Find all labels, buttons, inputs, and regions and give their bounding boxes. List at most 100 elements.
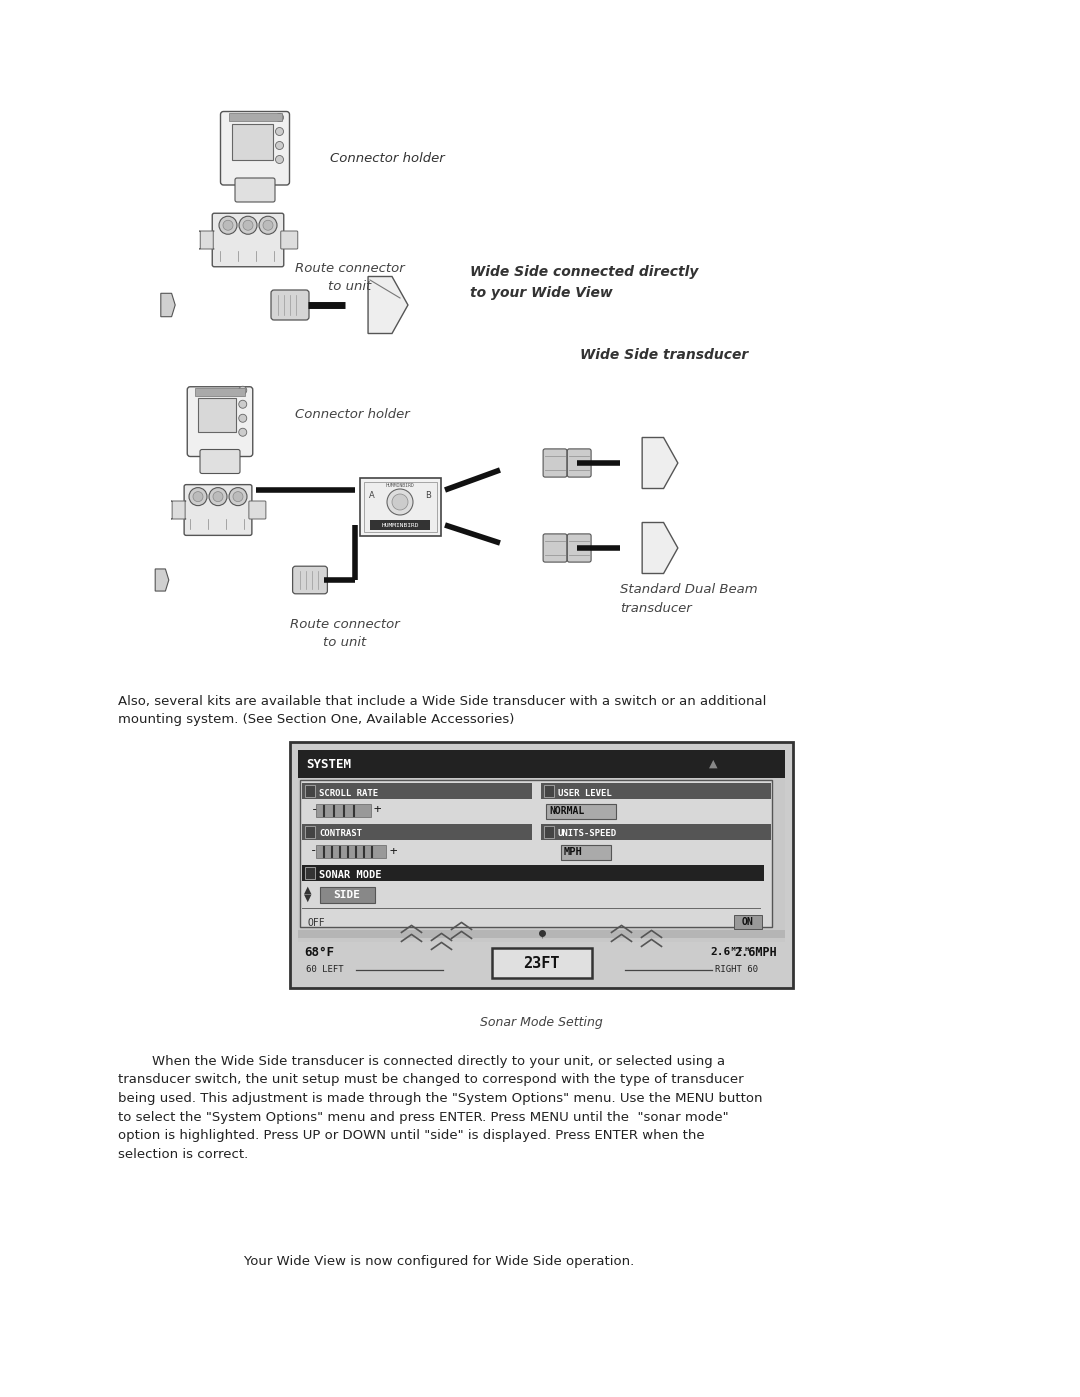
Text: ON: ON [742,916,754,928]
Text: SYSTEM: SYSTEM [306,757,351,771]
Circle shape [259,217,276,235]
Bar [195,388,245,395]
Bar [305,826,315,838]
Text: 68°F: 68°F [303,946,334,958]
Text: MPH: MPH [564,847,583,856]
Circle shape [213,492,222,502]
Bar [370,520,430,531]
Circle shape [239,401,246,408]
Polygon shape [643,522,678,574]
FancyBboxPatch shape [184,485,252,535]
FancyBboxPatch shape [171,502,186,520]
Bar [300,780,772,928]
Polygon shape [368,277,408,334]
Circle shape [275,141,283,149]
Bar [541,782,771,799]
Bar [229,113,282,120]
Bar [561,845,611,861]
Bar [305,868,315,879]
Bar [320,887,375,902]
Polygon shape [161,293,175,317]
Text: HUMMINBIRD: HUMMINBIRD [386,483,415,488]
Text: Wide Side transducer: Wide Side transducer [580,348,748,362]
Bar [298,750,785,778]
FancyBboxPatch shape [213,214,284,267]
Circle shape [222,221,233,231]
Text: 60 LEFT: 60 LEFT [306,965,343,975]
Circle shape [210,488,227,506]
FancyBboxPatch shape [199,231,214,249]
Text: SCROLL RATE: SCROLL RATE [319,788,378,798]
FancyBboxPatch shape [235,177,275,203]
Text: B: B [426,490,431,500]
Bar [316,845,386,858]
Circle shape [275,127,283,136]
FancyBboxPatch shape [567,448,591,478]
Bar [305,785,315,798]
FancyBboxPatch shape [220,112,289,184]
Bar [734,915,762,929]
Bar [298,930,785,937]
Circle shape [387,489,413,515]
Bar [541,824,771,840]
Text: SONAR MODE: SONAR MODE [319,870,381,880]
Text: +: + [390,845,397,858]
Text: 23FT: 23FT [523,956,559,971]
Text: Connector holder: Connector holder [330,151,445,165]
Circle shape [275,155,283,163]
Bar [302,782,532,799]
Text: Connector holder: Connector holder [295,408,409,422]
Text: A: A [369,490,375,500]
Circle shape [239,386,246,394]
Text: Your Wide View is now configured for Wide Side operation.: Your Wide View is now configured for Wid… [210,1255,634,1268]
Bar [231,123,272,159]
Text: Standard Dual Beam
transducer: Standard Dual Beam transducer [620,583,758,615]
Bar [546,805,616,819]
Bar [298,750,785,981]
Circle shape [239,217,257,235]
Circle shape [229,488,247,506]
Text: ▲: ▲ [708,759,717,768]
Circle shape [239,429,246,436]
Circle shape [392,495,408,510]
Polygon shape [643,437,678,489]
Text: NORMAL: NORMAL [549,806,584,816]
Circle shape [264,221,273,231]
Text: CONTRAST: CONTRAST [319,830,362,838]
Text: SIDE: SIDE [334,890,361,900]
Circle shape [233,492,243,502]
Text: Also, several kits are available that include a Wide Side transducer with a swit: Also, several kits are available that in… [118,694,767,726]
FancyBboxPatch shape [543,448,567,478]
Text: RIGHT 60: RIGHT 60 [715,965,758,975]
Circle shape [189,488,207,506]
Text: OFF: OFF [308,918,326,928]
Circle shape [193,492,203,502]
Bar [544,785,554,798]
Text: 2.6ᴹᴱᴴ: 2.6ᴹᴱᴴ [710,947,751,957]
Text: Route connector
to unit: Route connector to unit [295,263,405,293]
Bar [316,805,372,817]
Text: HUMMINBIRD: HUMMINBIRD [381,522,419,528]
Text: +: + [373,803,380,816]
FancyBboxPatch shape [567,534,591,562]
Text: -: - [310,845,318,858]
Bar [298,942,785,981]
FancyBboxPatch shape [248,502,266,520]
Bar [291,742,793,988]
Text: ▲
▼: ▲ ▼ [305,884,312,904]
Text: -: - [311,803,319,816]
FancyBboxPatch shape [543,534,567,562]
Bar [360,478,441,536]
Bar [364,482,436,532]
Text: Sonar Mode Setting: Sonar Mode Setting [481,1016,603,1030]
FancyBboxPatch shape [187,387,253,457]
FancyBboxPatch shape [200,450,240,474]
FancyBboxPatch shape [281,231,298,249]
Polygon shape [156,569,168,591]
Text: USER LEVEL: USER LEVEL [558,788,611,798]
Text: When the Wide Side transducer is connected directly to your unit, or selected us: When the Wide Side transducer is connect… [118,1055,762,1161]
Circle shape [219,217,237,235]
Bar [544,826,554,838]
Circle shape [275,113,283,122]
Text: Wide Side connected directly
to your Wide View: Wide Side connected directly to your Wid… [470,265,699,299]
